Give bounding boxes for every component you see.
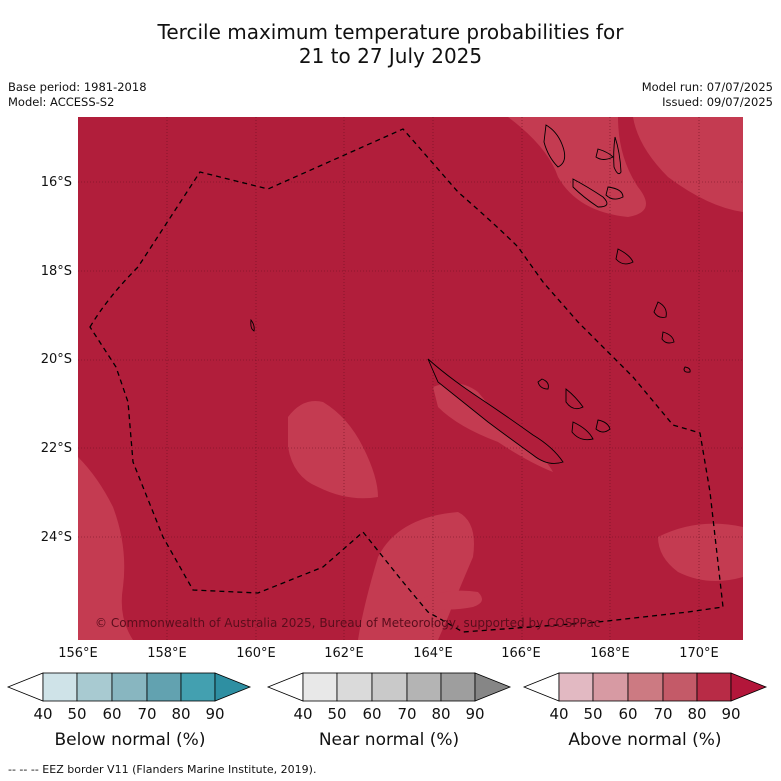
chesterfield-outline bbox=[250, 318, 255, 332]
lon-label-168e: 168°E bbox=[590, 646, 630, 661]
east-island-outline-1 bbox=[653, 301, 667, 318]
below-tick-70: 70 bbox=[137, 705, 157, 723]
above-tick-80: 80 bbox=[687, 705, 707, 723]
colorbar-near bbox=[266, 672, 512, 702]
island-outlines bbox=[250, 124, 691, 464]
above-tick-90: 90 bbox=[721, 705, 741, 723]
near-tick-80: 80 bbox=[431, 705, 451, 723]
loyalty-outline-3 bbox=[537, 378, 549, 390]
vanuatu-outline-6 bbox=[615, 248, 634, 265]
below-tick-40: 40 bbox=[33, 705, 53, 723]
below-tick-60: 60 bbox=[102, 705, 122, 723]
below-normal-label: Below normal (%) bbox=[54, 730, 206, 750]
new-caledonia-outline bbox=[427, 358, 564, 464]
base-period-text: Base period: 1981-2018 bbox=[8, 80, 147, 94]
eez-footnote: -- -- -- EEZ border V11 (Flanders Marine… bbox=[8, 763, 317, 776]
lighter-probability-patches bbox=[78, 117, 743, 640]
lon-label-162e: 162°E bbox=[324, 646, 364, 661]
vanuatu-outline-3 bbox=[595, 148, 614, 160]
below-tick-80: 80 bbox=[171, 705, 191, 723]
near-tick-50: 50 bbox=[327, 705, 347, 723]
chart-title: Tercile maximum temperature probabilitie… bbox=[0, 20, 781, 68]
east-island-outline-2 bbox=[661, 331, 675, 344]
vanuatu-outline-2 bbox=[572, 178, 608, 208]
model-run-text: Model run: 07/07/2025 bbox=[641, 80, 773, 94]
loyalty-outline-1 bbox=[565, 388, 584, 410]
near-normal-label: Near normal (%) bbox=[318, 730, 460, 750]
near-tick-60: 60 bbox=[362, 705, 382, 723]
below-tick-90: 90 bbox=[205, 705, 225, 723]
near-tick-40: 40 bbox=[293, 705, 313, 723]
above-tick-50: 50 bbox=[583, 705, 603, 723]
matthew-island-outline bbox=[595, 419, 611, 433]
vanuatu-outline-4 bbox=[613, 136, 622, 175]
title-line-1: Tercile maximum temperature probabilitie… bbox=[157, 20, 624, 44]
loyalty-outline-2 bbox=[571, 421, 594, 441]
model-text: Model: ACCESS-S2 bbox=[8, 95, 115, 109]
lat-label-16s: 16°S bbox=[40, 175, 72, 190]
vanuatu-outline-5 bbox=[605, 186, 624, 200]
above-tick-40: 40 bbox=[549, 705, 569, 723]
lon-label-156e: 156°E bbox=[58, 646, 98, 661]
lon-label-160e: 160°E bbox=[236, 646, 276, 661]
vanuatu-outline-1 bbox=[543, 124, 566, 168]
colorbars bbox=[6, 672, 768, 702]
above-normal-label: Above normal (%) bbox=[568, 730, 722, 750]
meta-right: Model run: 07/07/2025 Issued: 09/07/2025 bbox=[642, 80, 773, 110]
near-tick-90: 90 bbox=[465, 705, 485, 723]
title-line-2: 21 to 27 July 2025 bbox=[298, 44, 483, 68]
colorbar-below bbox=[6, 672, 252, 702]
colorbar-above bbox=[522, 672, 768, 702]
meta-left: Base period: 1981-2018 Model: ACCESS-S2 bbox=[8, 80, 147, 110]
probability-map: © Commonwealth of Australia 2025, Bureau… bbox=[78, 117, 743, 640]
eez-border bbox=[89, 128, 724, 633]
issued-text: Issued: 09/07/2025 bbox=[662, 95, 773, 109]
lon-label-170e: 170°E bbox=[679, 646, 719, 661]
above-tick-70: 70 bbox=[653, 705, 673, 723]
lat-label-18s: 18°S bbox=[40, 264, 72, 279]
near-tick-70: 70 bbox=[397, 705, 417, 723]
lon-label-164e: 164°E bbox=[413, 646, 453, 661]
lon-label-158e: 158°E bbox=[147, 646, 187, 661]
above-tick-60: 60 bbox=[618, 705, 638, 723]
lat-label-20s: 20°S bbox=[40, 352, 72, 367]
gridlines bbox=[78, 117, 743, 640]
lat-label-22s: 22°S bbox=[40, 441, 72, 456]
east-island-outline-3 bbox=[683, 366, 691, 373]
lon-label-166e: 166°E bbox=[501, 646, 541, 661]
copyright-text: © Commonwealth of Australia 2025, Bureau… bbox=[95, 616, 600, 630]
lat-label-24s: 24°S bbox=[40, 530, 72, 545]
below-tick-50: 50 bbox=[67, 705, 87, 723]
